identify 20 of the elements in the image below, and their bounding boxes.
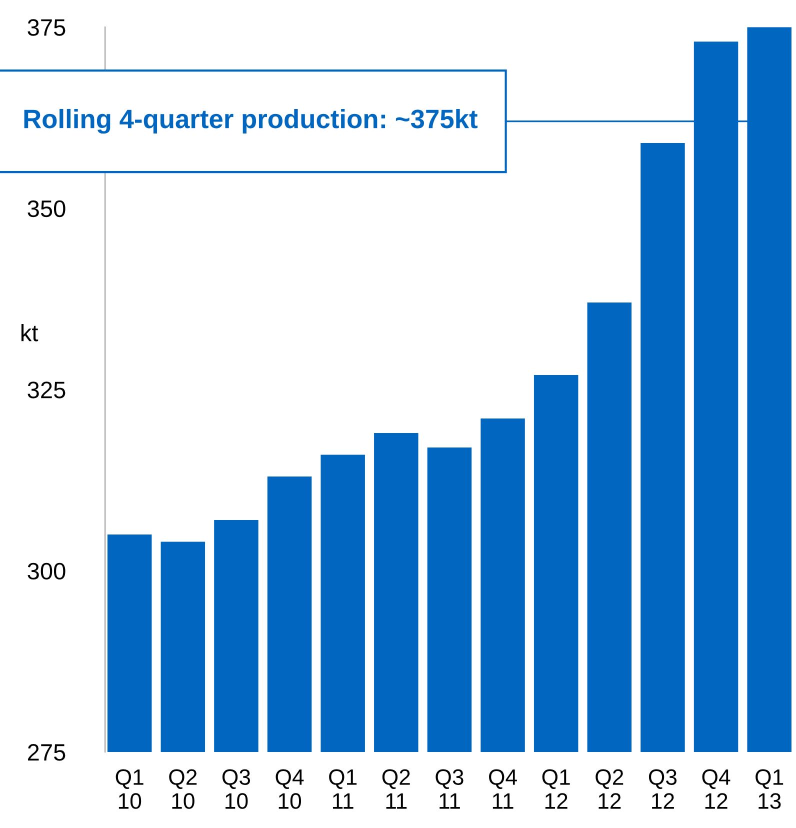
x-tick-label: Q2 10 bbox=[169, 769, 197, 809]
x-tick-label: Q3 11 bbox=[436, 769, 464, 809]
x-tick-label: Q1 12 bbox=[542, 769, 570, 809]
x-tick-label: Q2 12 bbox=[596, 769, 624, 809]
annotation: Rolling 4-quarter production: ~375kt bbox=[24, 108, 478, 134]
x-tick-label: Q4 11 bbox=[489, 769, 517, 809]
x-tick-label: Q4 10 bbox=[276, 769, 304, 809]
y-tick-label: 275 bbox=[28, 744, 66, 761]
y-axis-title: kt bbox=[21, 324, 38, 342]
x-tick-label: Q4 12 bbox=[702, 769, 730, 809]
x-tick-label: Q1 10 bbox=[116, 769, 144, 809]
y-tick-label: 325 bbox=[28, 382, 66, 398]
y-tick-label: 375 bbox=[28, 19, 66, 36]
x-tick-label: Q2 11 bbox=[382, 769, 410, 809]
x-tick-label: Q1 11 bbox=[329, 769, 357, 809]
x-tick-label: Q1 13 bbox=[756, 769, 784, 809]
x-tick-label: Q3 12 bbox=[648, 769, 677, 809]
x-tick-label: Q3 10 bbox=[222, 769, 250, 809]
y-tick-label: 300 bbox=[28, 562, 66, 580]
y-tick-label: 350 bbox=[28, 200, 66, 218]
